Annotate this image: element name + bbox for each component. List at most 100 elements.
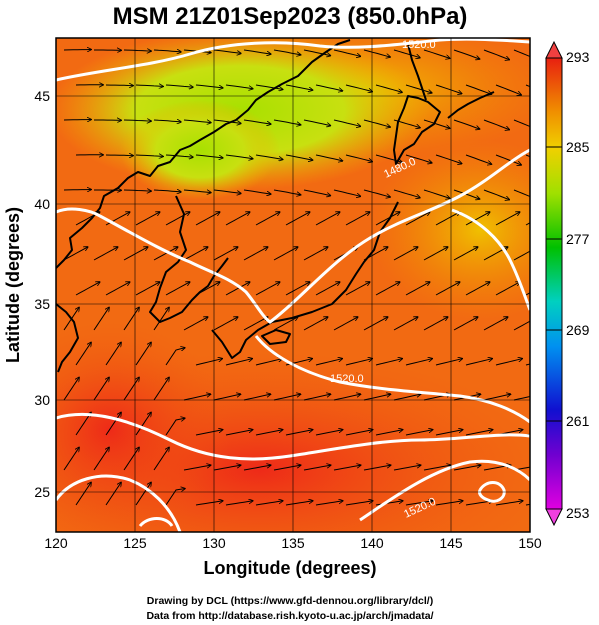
grid-lines <box>56 38 530 532</box>
temperature-field-warm-southwest <box>56 320 230 532</box>
streamline-arrow <box>303 317 328 331</box>
streamline-arrow <box>495 154 521 165</box>
y-tick-label: 45 <box>34 88 50 104</box>
streamline-arrow <box>405 501 433 506</box>
streamline-arrow <box>315 430 343 436</box>
streamline-arrow <box>435 359 462 366</box>
streamline-arrow <box>375 359 402 366</box>
streamline-arrow <box>303 394 330 401</box>
streamline-arrow <box>285 212 310 226</box>
streamline-arrow <box>315 501 343 506</box>
coastlines <box>56 39 495 373</box>
streamline-arrow <box>213 394 240 401</box>
chart-title: MSM 21Z01Sep2023 (850.0hPa) <box>113 3 468 30</box>
streamline-arrow <box>345 212 370 226</box>
streamline-arrow <box>225 501 253 506</box>
streamline-arrow <box>195 154 223 158</box>
streamline-arrow <box>135 483 151 506</box>
streamline-arrow <box>273 247 298 261</box>
colorbar-tick-label: 269 <box>566 322 590 338</box>
streamline-arrow <box>123 247 148 261</box>
geopotential-contours <box>56 38 530 532</box>
streamline-arrow <box>423 189 450 198</box>
streamline-arrow <box>255 430 283 436</box>
streamline-arrow <box>213 119 241 123</box>
streamline-arrow <box>333 119 360 126</box>
streamline-arrow <box>513 466 530 471</box>
streamline-arrow <box>453 189 480 199</box>
streamline-arrow <box>393 49 420 58</box>
streamline-arrow <box>405 359 432 366</box>
streamline-arrow <box>255 84 283 89</box>
streamline-arrow <box>315 84 342 91</box>
streamline-arrow <box>135 282 160 296</box>
streamline-arrow <box>183 247 208 261</box>
streamline-arrow <box>135 212 160 226</box>
streamline-arrow <box>93 247 118 261</box>
streamline-arrow <box>195 501 223 506</box>
streamline-arrow <box>315 154 342 161</box>
streamline-arrow <box>345 154 372 162</box>
contour-pacific <box>254 335 530 424</box>
streamline-arrow <box>435 501 463 506</box>
streamline-arrow <box>123 120 151 121</box>
y-axis: 25 30 35 40 45 Latitude (degrees) <box>3 88 50 500</box>
streamline-arrow <box>105 413 121 436</box>
streamline-arrow <box>123 378 139 401</box>
streamline-arrow <box>225 430 253 436</box>
streamline-arrow <box>255 154 283 159</box>
streamline-arrow <box>243 247 268 261</box>
streamline-arrow <box>105 343 121 366</box>
credit-data: Data from http://database.rish.kyoto-u.a… <box>146 610 433 622</box>
y-tick-label: 30 <box>34 392 50 408</box>
streamline-arrow <box>243 465 271 471</box>
plot-area: 1520.0 1480.0 1520.0 1520.0 <box>56 38 530 532</box>
streamline-arrow <box>285 154 313 160</box>
colorbar-tick-label: 293 <box>566 49 590 65</box>
streamline-arrow <box>423 119 450 128</box>
x-axis-title: Longitude (degrees) <box>203 558 376 578</box>
x-tick-label: 125 <box>123 535 147 551</box>
streamline-arrow <box>333 189 360 196</box>
streamline-arrow <box>495 282 520 296</box>
streamline-arrow <box>75 483 91 506</box>
streamline-arrow <box>513 250 530 261</box>
streamline-arrow <box>363 49 390 57</box>
streamline-arrow <box>483 189 509 200</box>
streamline-arrow <box>243 119 271 124</box>
streamline-arrow <box>495 212 520 226</box>
streamline-arrow <box>405 154 432 163</box>
streamline-arrow <box>75 282 100 296</box>
contour-typhoon-southwest <box>56 474 182 532</box>
streamline-arrow <box>315 359 342 366</box>
streamline-arrow <box>135 413 151 436</box>
contour-east <box>451 208 530 311</box>
streamline-arrow <box>303 247 328 261</box>
streamline-arrow <box>63 190 91 191</box>
streamline-arrow <box>225 359 252 366</box>
streamline-arrow <box>153 190 181 192</box>
streamline-arrow <box>393 247 418 261</box>
streamline-arrow <box>435 154 462 164</box>
coastline-china-korea <box>56 39 351 269</box>
streamline-arrow <box>195 430 223 436</box>
streamline-arrow <box>405 84 432 93</box>
streamline-arrow <box>105 85 133 86</box>
streamline-arrow <box>63 50 91 51</box>
colorbar-tick-label: 253 <box>566 505 590 521</box>
contour-central <box>56 148 530 324</box>
streamline-arrow <box>435 282 460 296</box>
streamline-arrow <box>513 395 530 401</box>
x-tick-label: 135 <box>281 535 305 551</box>
streamline-arrow <box>153 50 181 52</box>
streamline-arrow <box>153 120 181 122</box>
colorbar-tick-label: 277 <box>566 231 590 247</box>
streamline-arrow <box>165 282 190 296</box>
streamline-arrow <box>285 282 310 296</box>
streamline-arrow <box>375 430 403 436</box>
streamline-arrow <box>333 465 361 471</box>
streamline-arrow <box>363 189 390 197</box>
contour-label-1: 1520.0 <box>402 39 436 51</box>
x-tick-label: 130 <box>202 535 226 551</box>
y-axis-title: Latitude (degrees) <box>3 207 23 363</box>
